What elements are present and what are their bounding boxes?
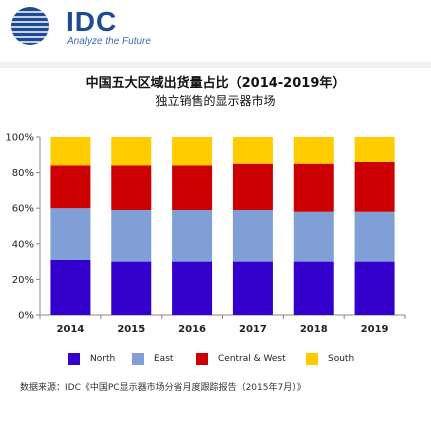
y-tick-label: 100%: [5, 133, 34, 144]
y-tick-label: 40%: [12, 239, 34, 250]
legend-swatch: [132, 353, 144, 365]
bar-segment: [172, 137, 213, 166]
globe-icon: [11, 7, 49, 45]
bar-segment: [50, 137, 91, 166]
y-tick-label: 0%: [18, 311, 34, 322]
bar-segment: [293, 211, 334, 262]
idc-logo: IDC Analyze the Future: [8, 6, 168, 50]
bar-segment: [354, 261, 395, 315]
source-note: 数据来源：IDC《中国PC显示器市场分省月度跟踪报告（2015年7月）》: [20, 383, 306, 393]
logo-tagline: Analyze the Future: [67, 36, 151, 47]
chart-legend: North East Central & West South: [0, 350, 431, 368]
legend-item: South: [306, 350, 354, 368]
chart-subtitle: 独立销售的显示器市场: [155, 94, 276, 108]
y-tick-label: 60%: [12, 204, 34, 215]
legend-swatch: [68, 353, 80, 365]
bar-segment: [232, 261, 273, 315]
bar-segment: [293, 261, 334, 315]
bar-segment: [232, 163, 273, 210]
chart-title: 中国五大区域出货量占比（2014-2019年）: [85, 76, 346, 91]
bar-segment: [354, 161, 395, 212]
x-tick-label: 2019: [361, 324, 389, 335]
bar-segment: [232, 209, 273, 262]
bar-segment: [50, 165, 91, 209]
bar-segment: [354, 211, 395, 262]
legend-item: North: [68, 350, 115, 368]
header-divider: [0, 62, 431, 68]
x-tick-label: 2014: [56, 324, 84, 335]
bar-segment: [111, 209, 152, 262]
bar-segment: [50, 259, 91, 315]
legend-swatch: [196, 353, 208, 365]
bar-segment: [111, 261, 152, 315]
y-tick-label: 20%: [12, 275, 34, 286]
bar-segment: [172, 165, 213, 210]
legend-label: Central & West: [218, 354, 286, 364]
legend-label: North: [90, 354, 116, 364]
logo-text: IDC: [66, 6, 118, 37]
bar-segment: [172, 261, 213, 315]
legend-label: South: [328, 354, 355, 364]
bar-segment: [50, 208, 91, 260]
bar-segment: [172, 209, 213, 262]
bar-segment: [354, 137, 395, 162]
legend-item: Central & West: [196, 350, 286, 368]
legend-label: East: [154, 354, 174, 364]
bar-segment: [293, 137, 334, 164]
x-tick-label: 2018: [300, 324, 328, 335]
x-tick-label: 2017: [239, 324, 267, 335]
stacked-bar-chart: 0% 20% 40% 60% 80% 100% 2014 2015 2016 2017 2018 20…: [5, 133, 406, 335]
legend-swatch: [306, 353, 318, 365]
legend-item: East: [132, 350, 173, 368]
y-tick-label: 80%: [12, 168, 34, 179]
bar-segment: [111, 137, 152, 166]
x-tick-label: 2016: [178, 324, 206, 335]
bar-segment: [293, 163, 334, 212]
x-tick-label: 2015: [117, 324, 145, 335]
bar-segment: [232, 137, 273, 164]
bar-segment: [111, 165, 152, 210]
